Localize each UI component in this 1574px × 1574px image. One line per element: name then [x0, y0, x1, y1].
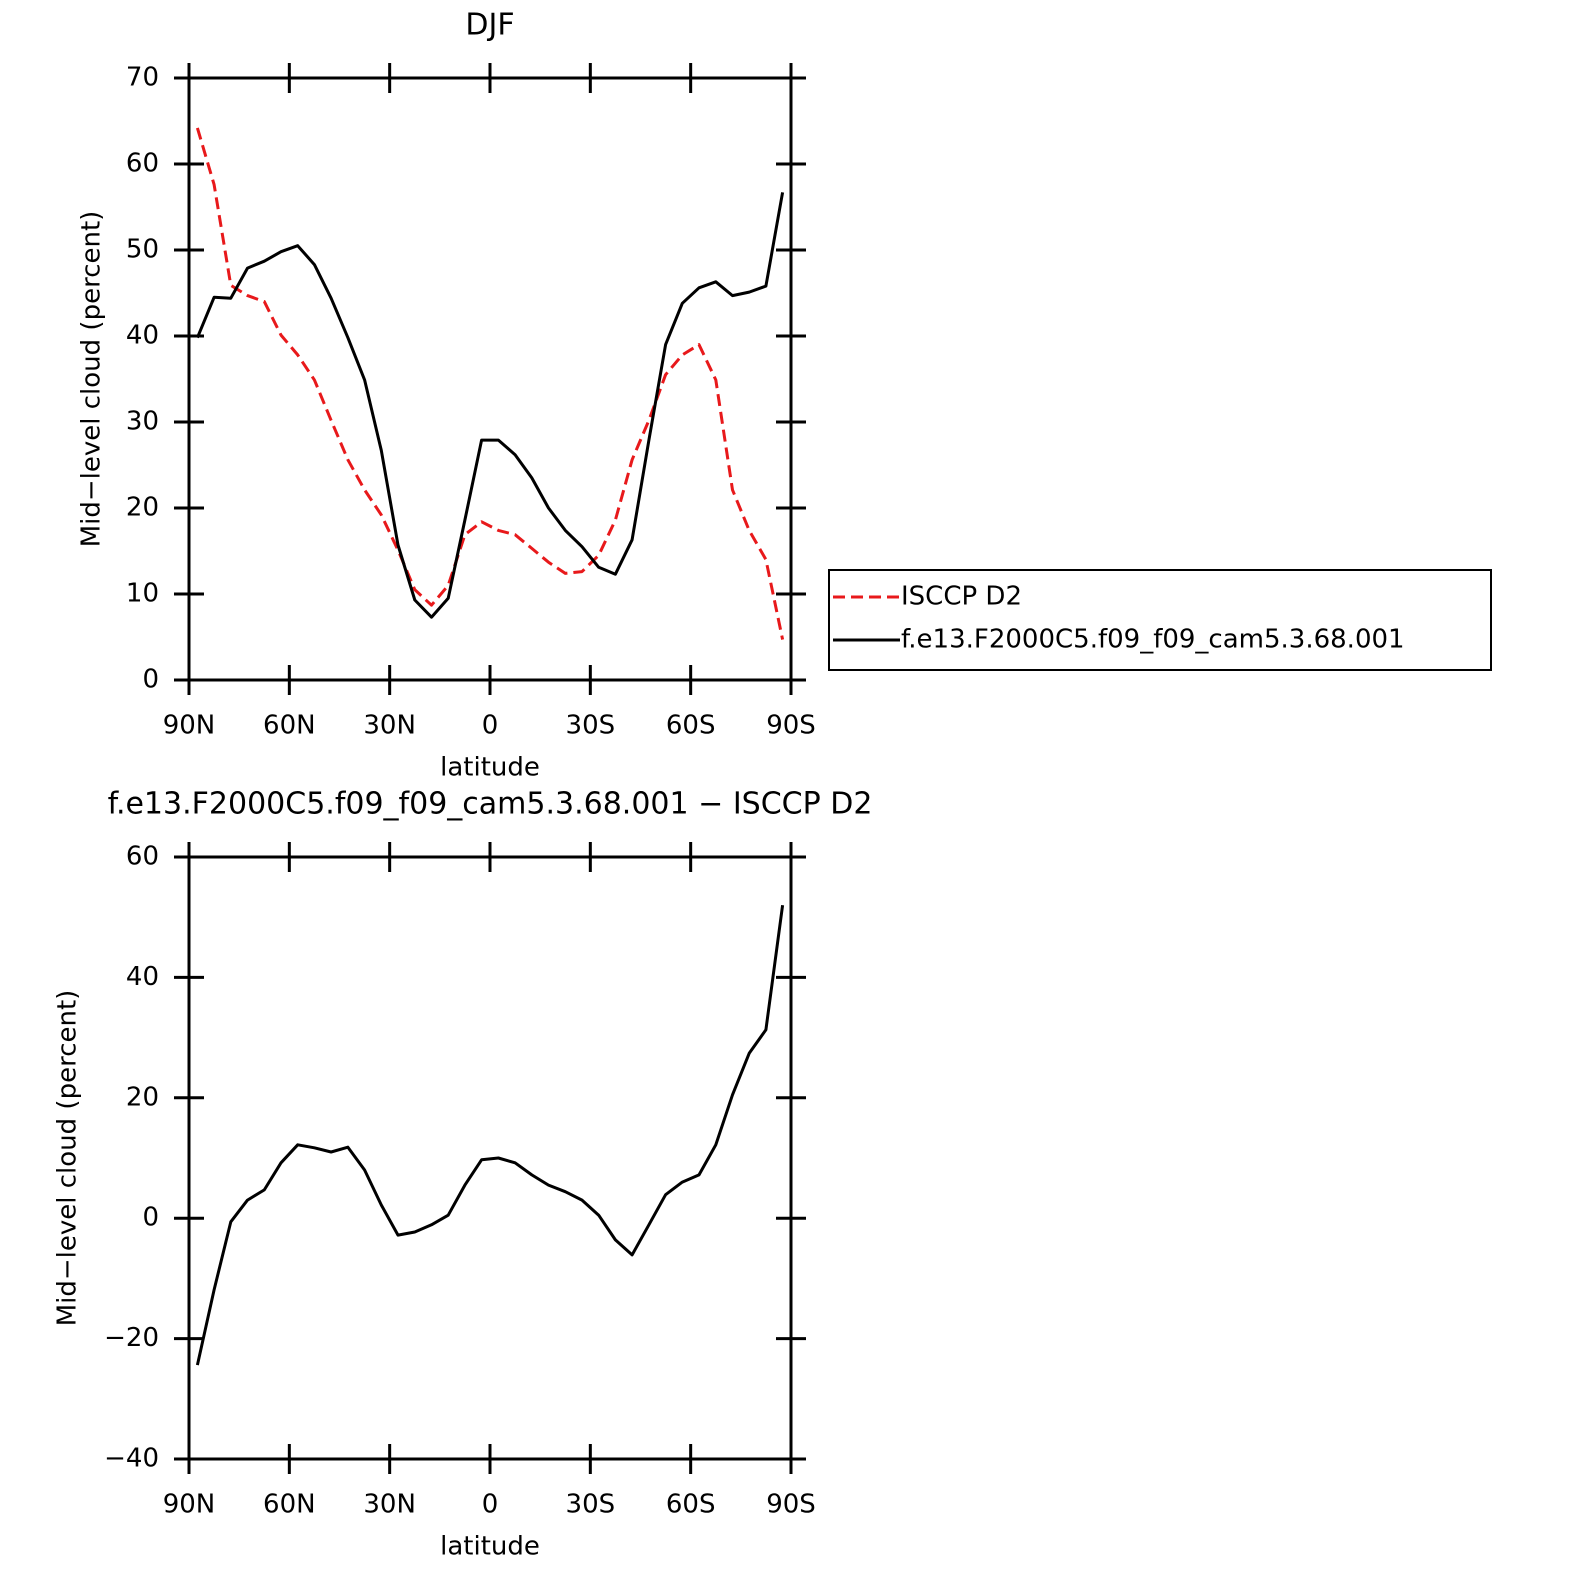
y-tick-label: 40	[126, 321, 159, 351]
x-tick-label: 30N	[363, 711, 416, 741]
y-tick-label: 60	[126, 149, 159, 179]
x-tick-label: 60N	[263, 711, 316, 741]
x-tick-label: 60S	[666, 1490, 716, 1520]
legend-label: ISCCP D2	[901, 582, 1022, 612]
x-tick-label: 90S	[766, 711, 816, 741]
y-tick-label: 60	[126, 842, 159, 872]
x-tick-label: 90N	[163, 711, 216, 741]
x-axis-label: latitude	[440, 1532, 540, 1562]
x-axis-label: latitude	[440, 753, 540, 783]
x-tick-label: 30S	[566, 1490, 616, 1520]
data-line	[195, 905, 785, 1366]
x-tick-label: 90S	[766, 1490, 816, 1520]
data-line	[196, 192, 785, 619]
y-tick-label: 50	[126, 235, 159, 265]
y-tick-label: 70	[126, 63, 159, 93]
y-tick-label: 20	[126, 493, 159, 523]
y-tick-label: 0	[142, 665, 159, 695]
legend-box	[828, 569, 1492, 671]
x-tick-label: 0	[482, 711, 499, 741]
x-tick-label: 90N	[163, 1490, 216, 1520]
chart-title: f.e13.F2000C5.f09_f09_cam5.3.68.001 − IS…	[108, 787, 873, 822]
chart-title: DJF	[465, 8, 514, 43]
y-tick-label: −40	[104, 1444, 159, 1474]
y-tick-label: 10	[126, 579, 159, 609]
data-line	[195, 127, 785, 640]
plot-frame	[187, 76, 793, 682]
y-axis-label: Mid−level cloud (percent)	[53, 990, 83, 1327]
y-tick-label: 30	[126, 407, 159, 437]
y-tick-label: 40	[126, 962, 159, 992]
x-tick-label: 0	[482, 1490, 499, 1520]
x-tick-label: 60S	[666, 711, 716, 741]
x-tick-label: 30N	[363, 1490, 416, 1520]
x-tick-label: 30S	[566, 711, 616, 741]
legend-label: f.e13.F2000C5.f09_f09_cam5.3.68.001	[901, 625, 1405, 655]
y-axis-label: Mid−level cloud (percent)	[77, 211, 107, 548]
y-tick-label: −20	[104, 1323, 159, 1353]
x-tick-label: 60N	[263, 1490, 316, 1520]
y-tick-label: 20	[126, 1082, 159, 1112]
y-tick-label: 0	[142, 1203, 159, 1233]
